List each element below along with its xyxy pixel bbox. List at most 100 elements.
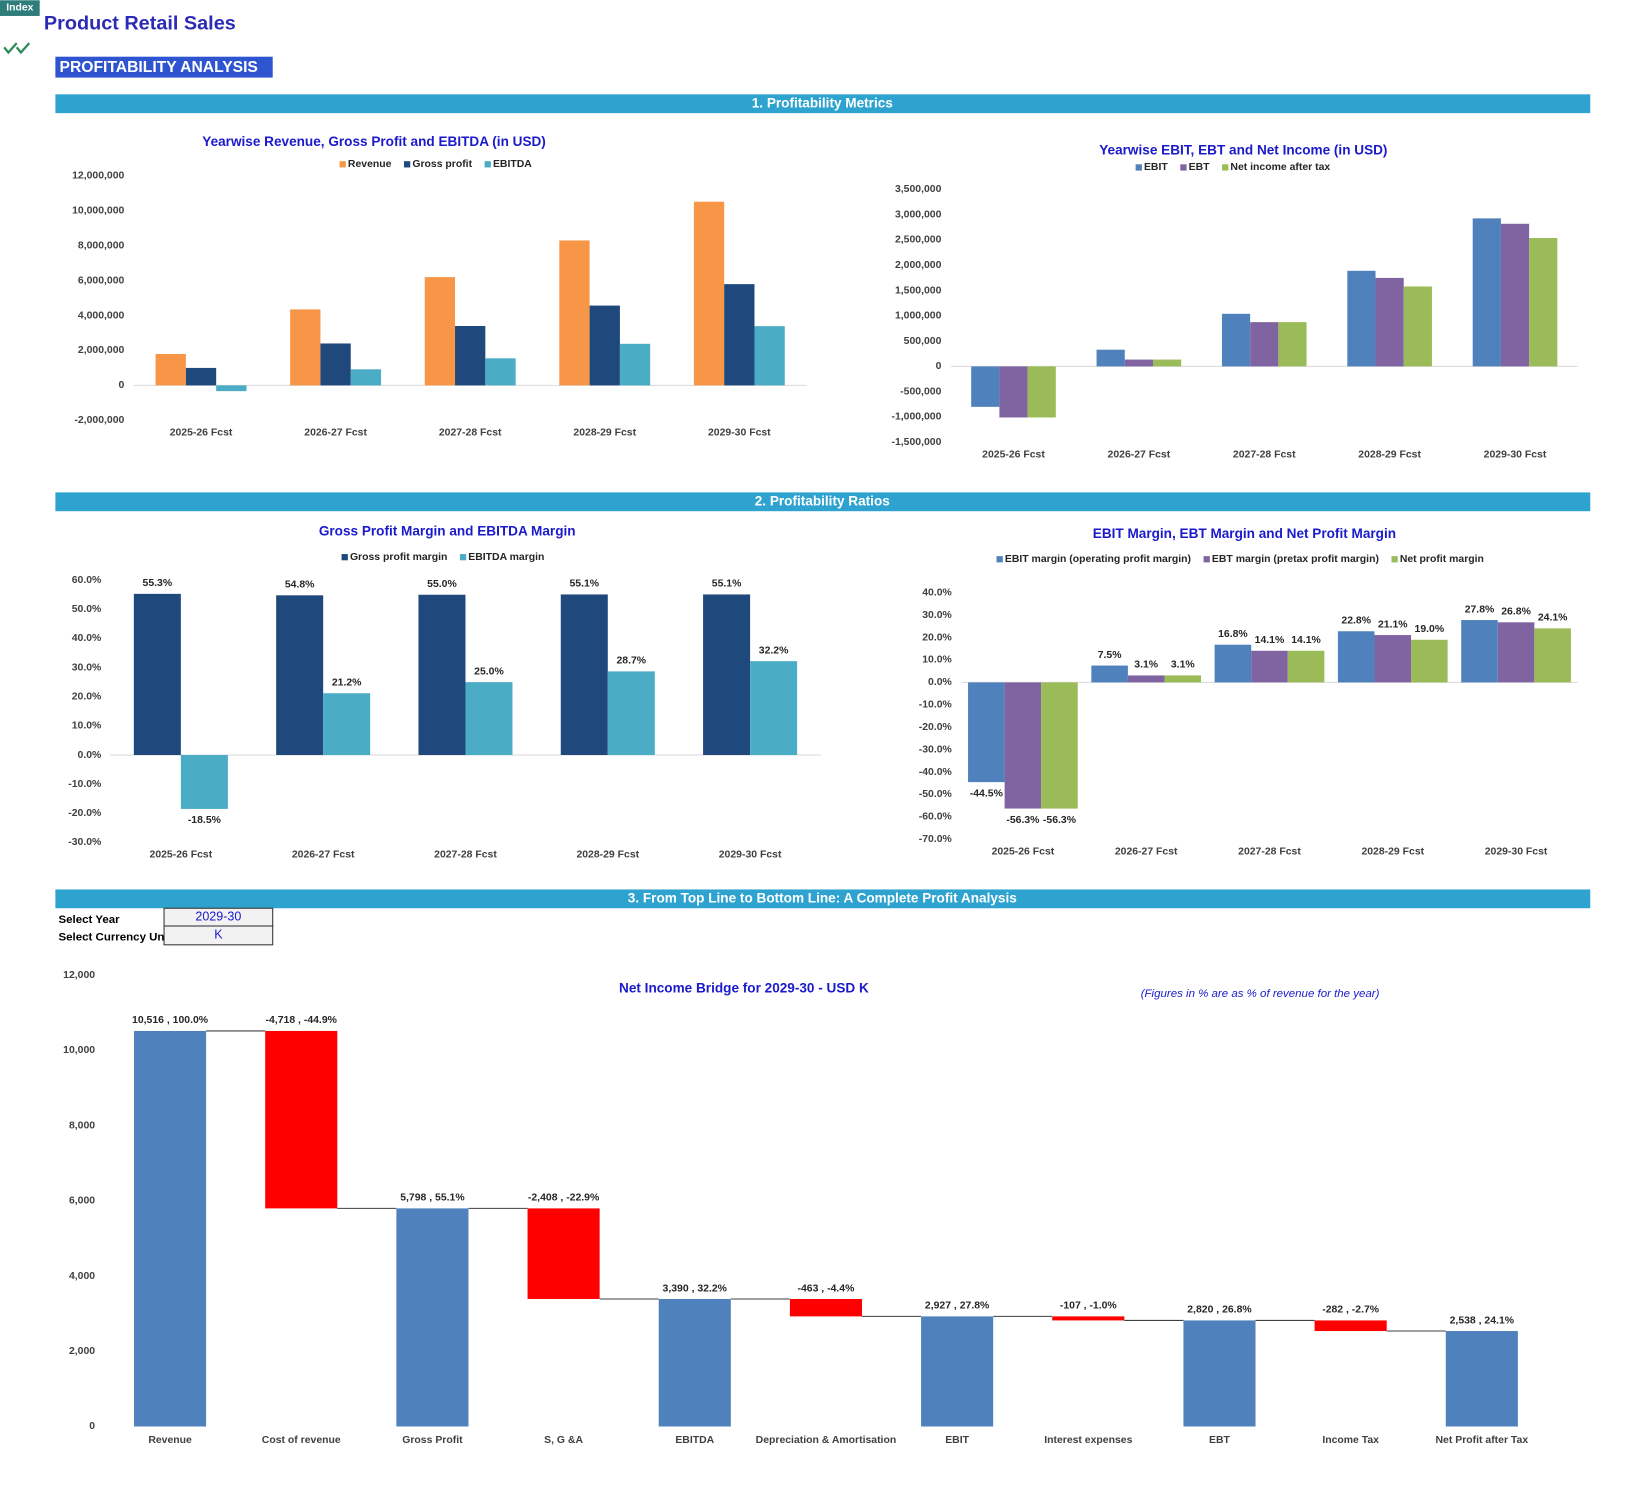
y-tick-label: 10.0% (922, 655, 952, 666)
chart-title: EBIT Margin, EBT Margin and Net Profit M… (1093, 526, 1396, 541)
data-label: -56.3% (1006, 815, 1039, 826)
y-tick-label: -70.0% (919, 834, 952, 845)
y-tick-label: 1,500,000 (895, 285, 942, 296)
y-tick-label: 4,000 (69, 1271, 95, 1282)
x-tick-label: 2026-27 Fcst (292, 850, 355, 861)
waterfall-bar (527, 1208, 600, 1299)
checkmarks (3, 42, 31, 55)
y-tick-label: 1,000,000 (895, 311, 942, 322)
x-tick-label: 2028-29 Fcst (573, 428, 636, 439)
section-bar (55, 492, 1591, 512)
x-tick-label: 2028-29 Fcst (576, 850, 639, 861)
y-tick-label: 10,000 (63, 1045, 95, 1056)
x-tick-label: 2029-30 Fcst (708, 428, 771, 439)
waterfall-bar (1183, 1320, 1256, 1427)
selector-box[interactable] (163, 925, 274, 946)
x-tick-label: 2028-29 Fcst (1358, 450, 1421, 461)
bar (1127, 675, 1165, 683)
index-button-label[interactable]: Index (6, 2, 33, 13)
bar (750, 661, 798, 756)
waterfall-bar (789, 1298, 862, 1317)
data-label: 5,798 , 55.1% (400, 1193, 464, 1204)
bar (1287, 650, 1325, 683)
data-label: 21.2% (332, 678, 362, 689)
data-label: -107 , -1.0% (1060, 1301, 1117, 1312)
section-title: 3. From Top Line to Bottom Line: A Compl… (628, 890, 1017, 905)
data-label: 3,390 , 32.2% (663, 1283, 727, 1294)
x-tick-label: Revenue (148, 1435, 192, 1446)
x-tick-label: Interest expenses (1044, 1435, 1132, 1446)
bar (619, 343, 651, 386)
bar (754, 326, 785, 386)
legend-swatch (484, 161, 491, 168)
x-tick-label: 2027-28 Fcst (439, 428, 502, 439)
legend-swatch (1203, 556, 1210, 563)
data-label: -56.3% (1043, 815, 1076, 826)
data-label: 16.8% (1218, 629, 1248, 640)
data-label: 10,516 , 100.0% (132, 1015, 208, 1026)
bar (180, 755, 228, 809)
chart-title: Yearwise Revenue, Gross Profit and EBITD… (202, 134, 546, 149)
legend-label: EBITDA margin (468, 552, 544, 563)
legend-swatch (1391, 556, 1398, 563)
bar (1403, 286, 1432, 367)
legend-label: Gross profit (412, 159, 472, 170)
x-tick-label: EBT (1209, 1435, 1230, 1446)
annotation: (Figures in % are as % of revenue for th… (1141, 988, 1380, 1000)
bar (1411, 639, 1448, 683)
data-label: 7.5% (1098, 650, 1122, 661)
bar (1091, 665, 1128, 683)
legend-swatch (403, 161, 411, 168)
data-label: -4,718 , -44.9% (266, 1015, 337, 1026)
y-tick-label: 12,000,000 (72, 171, 124, 182)
data-label: 3.1% (1134, 660, 1158, 671)
selector-value[interactable]: K (214, 928, 223, 942)
legend-label: EBIT (1144, 162, 1168, 173)
y-tick-label: -1,000,000 (891, 412, 941, 423)
bar (999, 366, 1028, 418)
data-label: 2,538 , 24.1% (1450, 1315, 1514, 1326)
bar (1500, 223, 1530, 367)
data-label: 25.0% (474, 666, 504, 677)
y-tick-label: 3,500,000 (895, 184, 942, 195)
legend-label: EBT (1189, 162, 1210, 173)
bar (455, 326, 486, 386)
bar (724, 284, 755, 386)
bar (1534, 628, 1571, 683)
legend-swatch (996, 556, 1003, 563)
bar (1250, 322, 1279, 367)
legend-label: EBT margin (pretax profit margin) (1212, 554, 1379, 565)
x-tick-label: 2027-28 Fcst (434, 850, 497, 861)
y-tick-label: -20.0% (919, 722, 952, 733)
selector-value[interactable]: 2029-30 (195, 909, 241, 923)
section-title: 1. Profitability Metrics (752, 95, 893, 110)
data-label: -44.5% (970, 788, 1003, 799)
y-tick-label: -30.0% (919, 744, 952, 755)
bar (1027, 366, 1056, 418)
legend-label: Revenue (348, 159, 392, 170)
y-tick-label: 2,000,000 (895, 260, 942, 271)
chart-title: Gross Profit Margin and EBITDA Margin (319, 524, 576, 539)
data-label: 2,927 , 27.8% (925, 1301, 989, 1312)
y-tick-label: -20.0% (68, 808, 101, 819)
data-label: 19.0% (1415, 624, 1445, 635)
x-tick-label: EBITDA (675, 1435, 714, 1446)
section-bar (55, 889, 1591, 909)
bar (320, 343, 351, 386)
legend-swatch (341, 554, 348, 561)
bar (418, 594, 466, 756)
y-tick-label: 6,000 (69, 1196, 95, 1207)
legend-swatch (339, 161, 346, 168)
index-button[interactable] (0, 0, 40, 16)
data-label: -2,408 , -22.9% (528, 1193, 599, 1204)
bar (465, 682, 513, 756)
x-tick-label: 2026-27 Fcst (1108, 450, 1171, 461)
bar (1164, 675, 1202, 683)
waterfall-bar (134, 1030, 207, 1427)
x-tick-label: Gross Profit (402, 1435, 463, 1446)
x-tick-label: 2025-26 Fcst (150, 850, 213, 861)
data-label: 55.3% (143, 578, 173, 589)
y-tick-label: -60.0% (919, 812, 952, 823)
bar (1497, 622, 1535, 683)
